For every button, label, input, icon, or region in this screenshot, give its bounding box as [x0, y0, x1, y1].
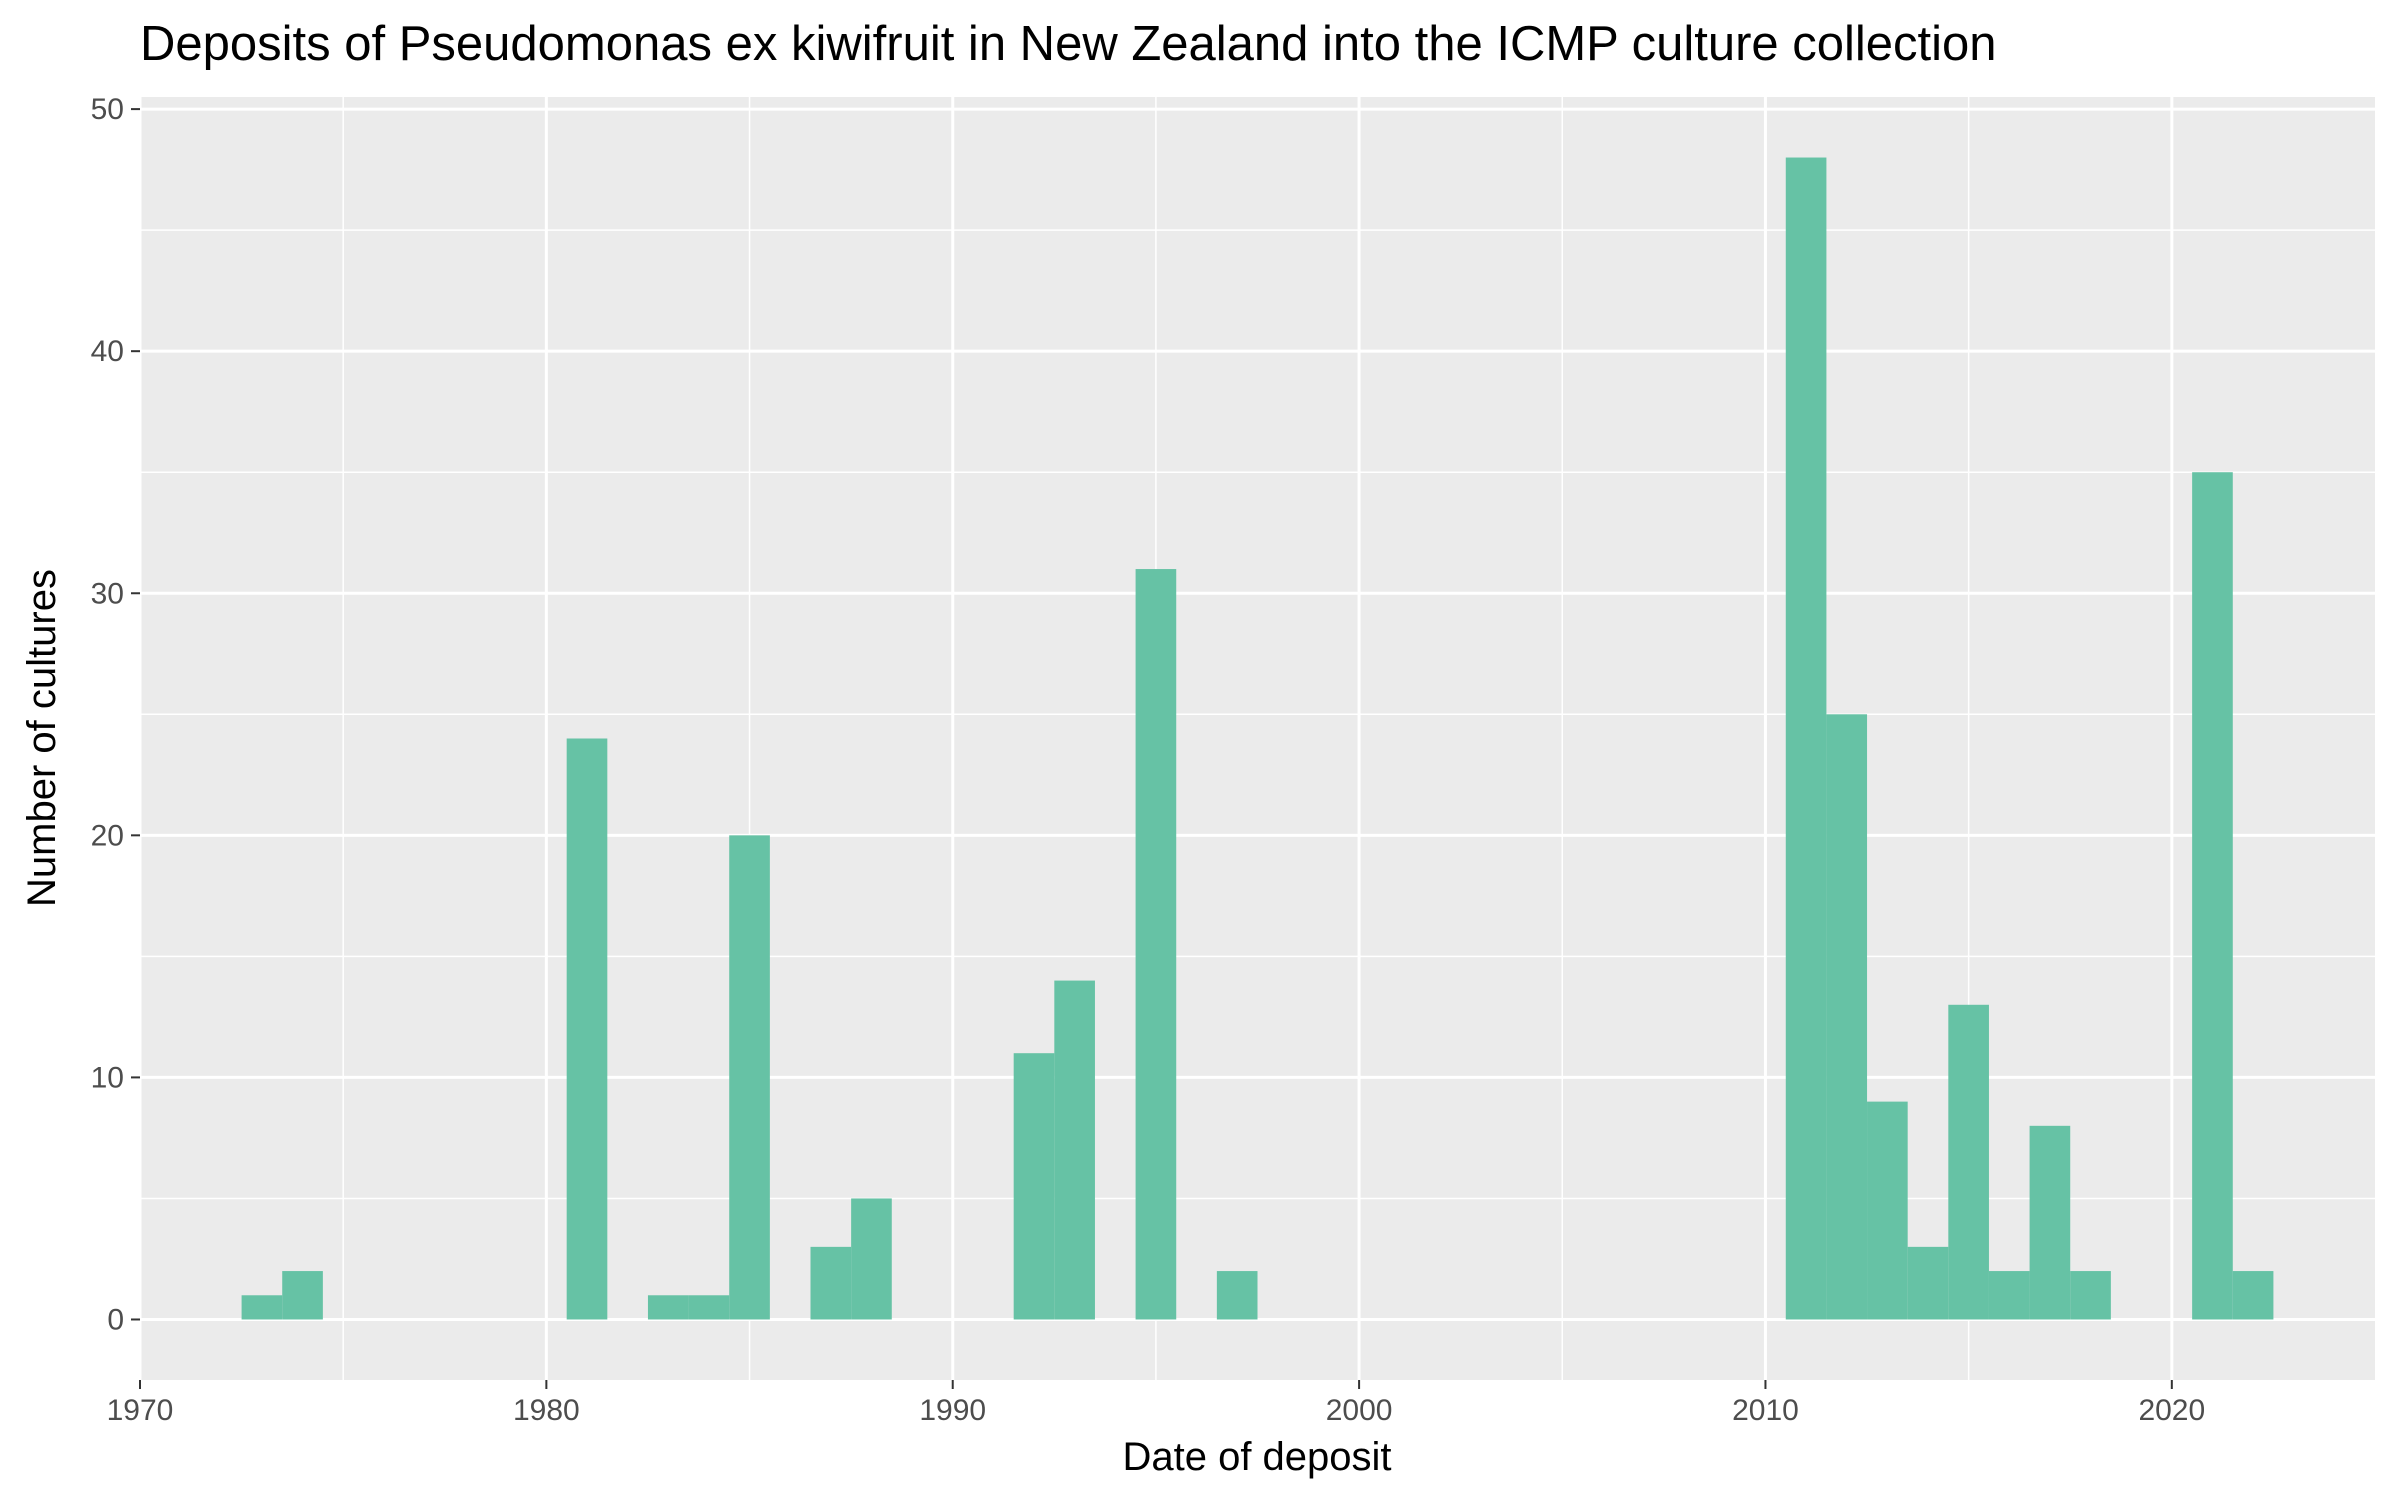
x-tick-label: 2010 — [1732, 1394, 1799, 1427]
histogram-bar — [729, 835, 770, 1320]
y-tick-label: 30 — [91, 577, 124, 610]
histogram-bar — [1054, 980, 1095, 1320]
histogram-bar — [566, 738, 608, 1320]
histogram-bar — [851, 1198, 892, 1320]
histogram-bar — [1907, 1246, 1949, 1320]
y-tick-label: 50 — [91, 93, 124, 126]
histogram-bar — [2192, 472, 2233, 1320]
histogram-bar — [1135, 569, 1177, 1320]
major-gridlines — [138, 97, 2375, 1380]
x-axis-label: Date of deposit — [1122, 1435, 1391, 1479]
histogram-bar — [2029, 1125, 2071, 1320]
histogram-bar — [1867, 1101, 1908, 1320]
histogram-bar — [2070, 1271, 2111, 1320]
histogram-bar — [688, 1295, 730, 1320]
histogram-bar — [647, 1295, 689, 1320]
histogram-bar — [1785, 157, 1827, 1320]
x-tick-label: 2020 — [2138, 1394, 2205, 1427]
y-axis: 0 10 20 30 40 50 — [91, 93, 140, 1336]
x-tick-label: 1990 — [919, 1394, 986, 1427]
x-tick-label: 1980 — [513, 1394, 580, 1427]
histogram-bar — [1013, 1053, 1055, 1320]
y-tick-label: 40 — [91, 335, 124, 368]
chart-title: Deposits of Pseudomonas ex kiwifruit in … — [140, 17, 1997, 71]
histogram-bar — [282, 1271, 323, 1320]
bars — [241, 157, 2274, 1320]
y-tick-label: 0 — [107, 1303, 124, 1336]
x-tick-label: 1970 — [107, 1394, 174, 1427]
histogram-bar — [1948, 1004, 1989, 1320]
histogram-bar — [241, 1295, 283, 1320]
x-tick-label: 2000 — [1326, 1394, 1393, 1427]
y-tick-label: 10 — [91, 1061, 124, 1094]
histogram-bar — [2232, 1271, 2274, 1320]
histogram-bar — [1826, 714, 1868, 1320]
x-axis: 1970 1980 1990 2000 2010 2020 — [107, 1380, 2205, 1427]
plot-panel — [140, 97, 2375, 1380]
histogram-bar — [1988, 1271, 2030, 1320]
y-axis-label: Number of cultures — [20, 569, 64, 907]
histogram-bar — [1216, 1271, 1258, 1320]
y-tick-label: 20 — [91, 819, 124, 852]
histogram-bar — [810, 1246, 852, 1320]
